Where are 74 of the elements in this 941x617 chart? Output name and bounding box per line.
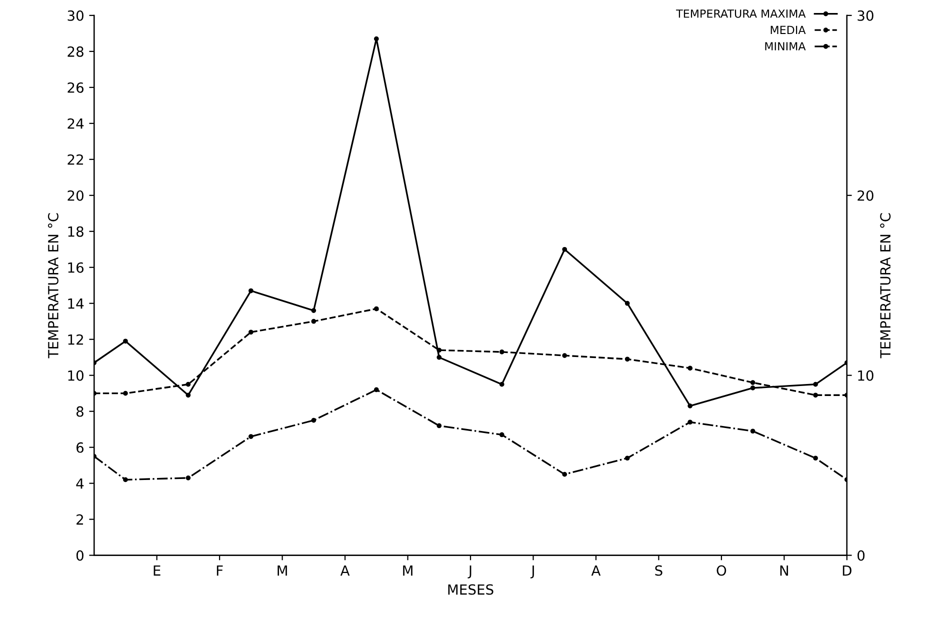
legend-label: MEDIA bbox=[770, 26, 806, 34]
y-tick-label: 22 bbox=[68, 154, 83, 165]
point bbox=[248, 434, 254, 439]
y-tick-label: 30 bbox=[68, 10, 84, 21]
point bbox=[374, 387, 379, 392]
x-tick-label: A bbox=[340, 565, 350, 576]
point bbox=[436, 354, 442, 360]
y-tick-label: 18 bbox=[68, 226, 84, 237]
y-tick-label: 26 bbox=[68, 82, 84, 93]
x-tick-label: N bbox=[780, 565, 788, 576]
point bbox=[186, 475, 191, 480]
point bbox=[311, 318, 316, 324]
point bbox=[624, 300, 630, 306]
point bbox=[562, 353, 568, 358]
y2-axis-title: TEMPERATURA EN °C bbox=[880, 213, 891, 358]
point bbox=[750, 386, 756, 390]
y-tick-label: 6 bbox=[76, 442, 84, 453]
point bbox=[499, 382, 504, 387]
y-tick-label: 10 bbox=[68, 370, 84, 381]
legend-label: MINIMA bbox=[765, 42, 806, 50]
point bbox=[248, 288, 254, 294]
x-tick-label: F bbox=[216, 565, 223, 576]
y-tick-label: 0 bbox=[76, 550, 84, 561]
y2-tick-label: 20 bbox=[858, 190, 874, 201]
y-tick-label: 8 bbox=[76, 406, 84, 417]
point bbox=[688, 420, 692, 425]
y-tick-label: 20 bbox=[68, 190, 84, 201]
y-axis-title: TEMPERATURA EN °C bbox=[48, 213, 58, 358]
point bbox=[311, 308, 316, 313]
x-tick-label: J bbox=[468, 565, 472, 578]
x-tick-label: D bbox=[842, 565, 852, 576]
y-tick-label: 28 bbox=[68, 46, 84, 57]
point bbox=[624, 456, 630, 461]
y2-tick-label: 30 bbox=[858, 10, 874, 21]
point bbox=[750, 428, 756, 434]
legend-label: TEMPERATURA MAXIMA bbox=[676, 10, 806, 18]
x-tick-label: M bbox=[278, 565, 287, 576]
point bbox=[688, 404, 692, 408]
point bbox=[813, 456, 818, 461]
point bbox=[123, 338, 128, 344]
point bbox=[750, 380, 756, 385]
point bbox=[562, 246, 568, 252]
y-tick-label: 2 bbox=[76, 514, 83, 525]
point bbox=[624, 356, 630, 362]
point bbox=[499, 350, 504, 354]
point bbox=[499, 432, 504, 438]
x-tick-label: M bbox=[403, 565, 412, 576]
point bbox=[436, 348, 442, 353]
point bbox=[436, 423, 442, 428]
x-tick-label: S bbox=[655, 565, 662, 576]
point bbox=[186, 392, 191, 398]
x-tick-label: O bbox=[716, 565, 726, 576]
point bbox=[248, 330, 254, 335]
x-tick-label: E bbox=[154, 565, 160, 576]
y-tick-label: 14 bbox=[68, 298, 84, 309]
point bbox=[374, 306, 379, 312]
x-tick-label: A bbox=[591, 565, 601, 576]
point bbox=[123, 390, 128, 396]
y-tick-label: 24 bbox=[68, 118, 84, 129]
y-tick-label: 12 bbox=[68, 334, 83, 345]
y2-tick-label: 0 bbox=[858, 550, 865, 561]
point bbox=[374, 36, 379, 42]
x-tick-label: J bbox=[530, 565, 534, 578]
point bbox=[186, 382, 191, 387]
point bbox=[311, 418, 316, 423]
y-tick-label: 16 bbox=[68, 262, 84, 273]
point bbox=[123, 477, 128, 482]
point bbox=[562, 472, 568, 477]
y-tick-label: 4 bbox=[76, 478, 84, 489]
point bbox=[813, 382, 818, 387]
point bbox=[813, 392, 818, 398]
y2-tick-label: 10 bbox=[858, 370, 874, 381]
point bbox=[688, 366, 692, 371]
x-axis-title: MESES bbox=[448, 584, 494, 595]
